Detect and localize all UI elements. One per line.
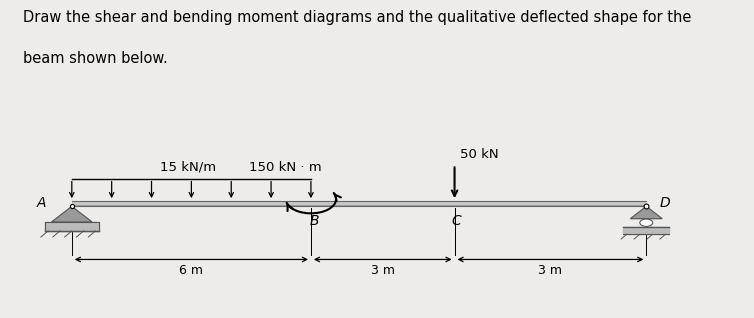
Bar xyxy=(72,205,646,206)
Text: D: D xyxy=(659,196,670,210)
Text: Draw the shear and bending moment diagrams and the qualitative deflected shape f: Draw the shear and bending moment diagra… xyxy=(23,10,691,24)
Text: 15 kN/m: 15 kN/m xyxy=(160,161,216,174)
Text: 50 kN: 50 kN xyxy=(460,148,499,161)
Bar xyxy=(44,222,99,231)
Text: 6 m: 6 m xyxy=(179,264,204,277)
Polygon shape xyxy=(630,206,662,219)
Text: A: A xyxy=(37,196,47,210)
Polygon shape xyxy=(52,206,92,222)
Text: 3 m: 3 m xyxy=(538,264,562,277)
Text: C: C xyxy=(451,214,461,228)
Bar xyxy=(72,201,646,203)
Text: B: B xyxy=(310,214,319,228)
Bar xyxy=(72,201,646,206)
Text: beam shown below.: beam shown below. xyxy=(23,51,167,66)
Text: 150 kN · m: 150 kN · m xyxy=(250,161,322,174)
Bar xyxy=(624,227,670,234)
Text: 3 m: 3 m xyxy=(371,264,395,277)
Circle shape xyxy=(640,219,653,226)
